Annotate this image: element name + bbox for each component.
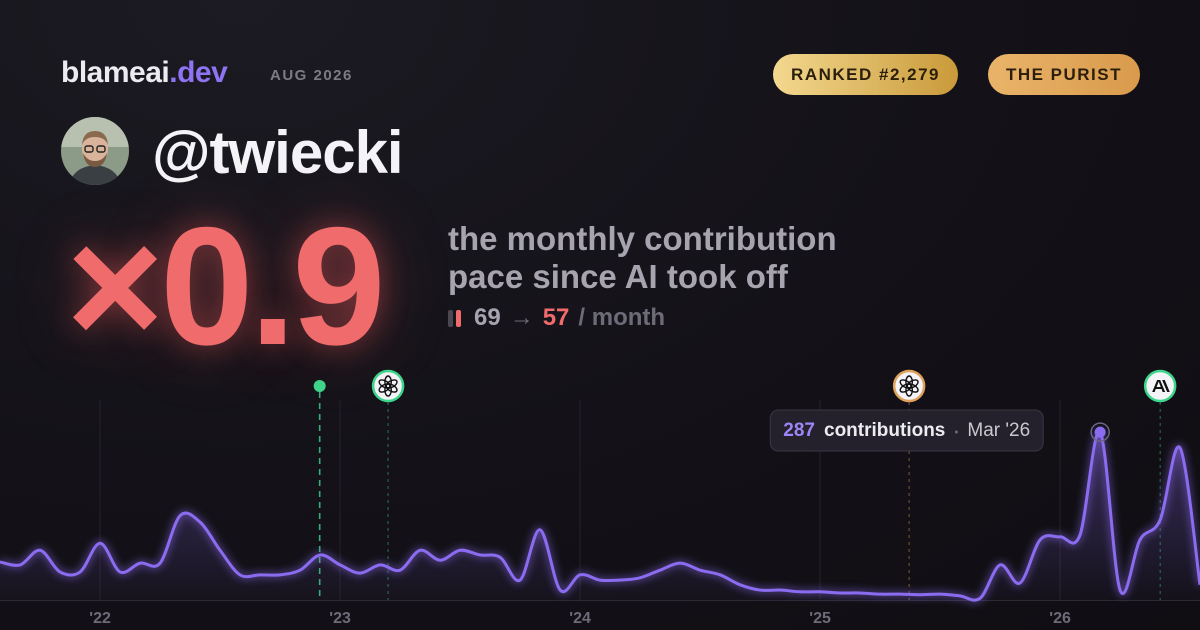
peak-ring xyxy=(1090,422,1110,442)
pace: 69 → 57 / month xyxy=(448,304,665,332)
brand-name: blameai xyxy=(61,56,170,89)
x-tick-label: '26 xyxy=(1049,610,1071,627)
x-tick-label: '23 xyxy=(329,610,351,627)
arrow: → xyxy=(509,304,534,331)
event-icon-ring xyxy=(1143,369,1177,403)
event-icon xyxy=(371,369,405,403)
title-badge: THE PURIST xyxy=(987,54,1140,95)
before-value: 69 xyxy=(474,304,501,331)
tooltip-date: Mar '26 xyxy=(967,420,1030,441)
after-value: 57 xyxy=(542,304,570,331)
avatar xyxy=(61,117,129,185)
brand: blameai.dev xyxy=(61,56,228,90)
line xyxy=(0,430,1200,602)
description: the monthly contribution xyxy=(448,220,837,257)
anthropic-glyph xyxy=(1152,380,1170,392)
openai-petal xyxy=(378,379,391,389)
openai-petal xyxy=(899,379,912,389)
event-icon-ring xyxy=(892,369,926,403)
username: @twiecki xyxy=(152,119,404,186)
event-icon xyxy=(892,369,926,403)
peak-dot xyxy=(1094,426,1106,438)
tooltip: 287 contributions Mar '26 xyxy=(769,409,1044,452)
tooltip-box xyxy=(769,409,1044,452)
multiplier: ×0.9 xyxy=(66,192,386,380)
event-icon-ring xyxy=(371,369,405,403)
tooltip-sep xyxy=(954,430,958,434)
tooltip-value: 287 xyxy=(783,420,815,441)
x-tick-label: '24 xyxy=(569,610,591,627)
brand-tld: .dev xyxy=(169,56,228,89)
event-dot xyxy=(313,380,326,392)
period: AUG 2026 xyxy=(270,67,353,84)
rank-badge: RANKED #2,279 xyxy=(773,54,958,95)
x-tick-label: '25 xyxy=(809,610,831,627)
unit: / month xyxy=(578,304,666,331)
description: pace since AI took off xyxy=(448,258,788,295)
x-tick-label: '22 xyxy=(89,610,111,627)
tooltip-label: contributions xyxy=(824,420,945,441)
event-icon xyxy=(1143,369,1177,403)
pace-icon xyxy=(448,309,461,327)
area xyxy=(0,431,1200,601)
